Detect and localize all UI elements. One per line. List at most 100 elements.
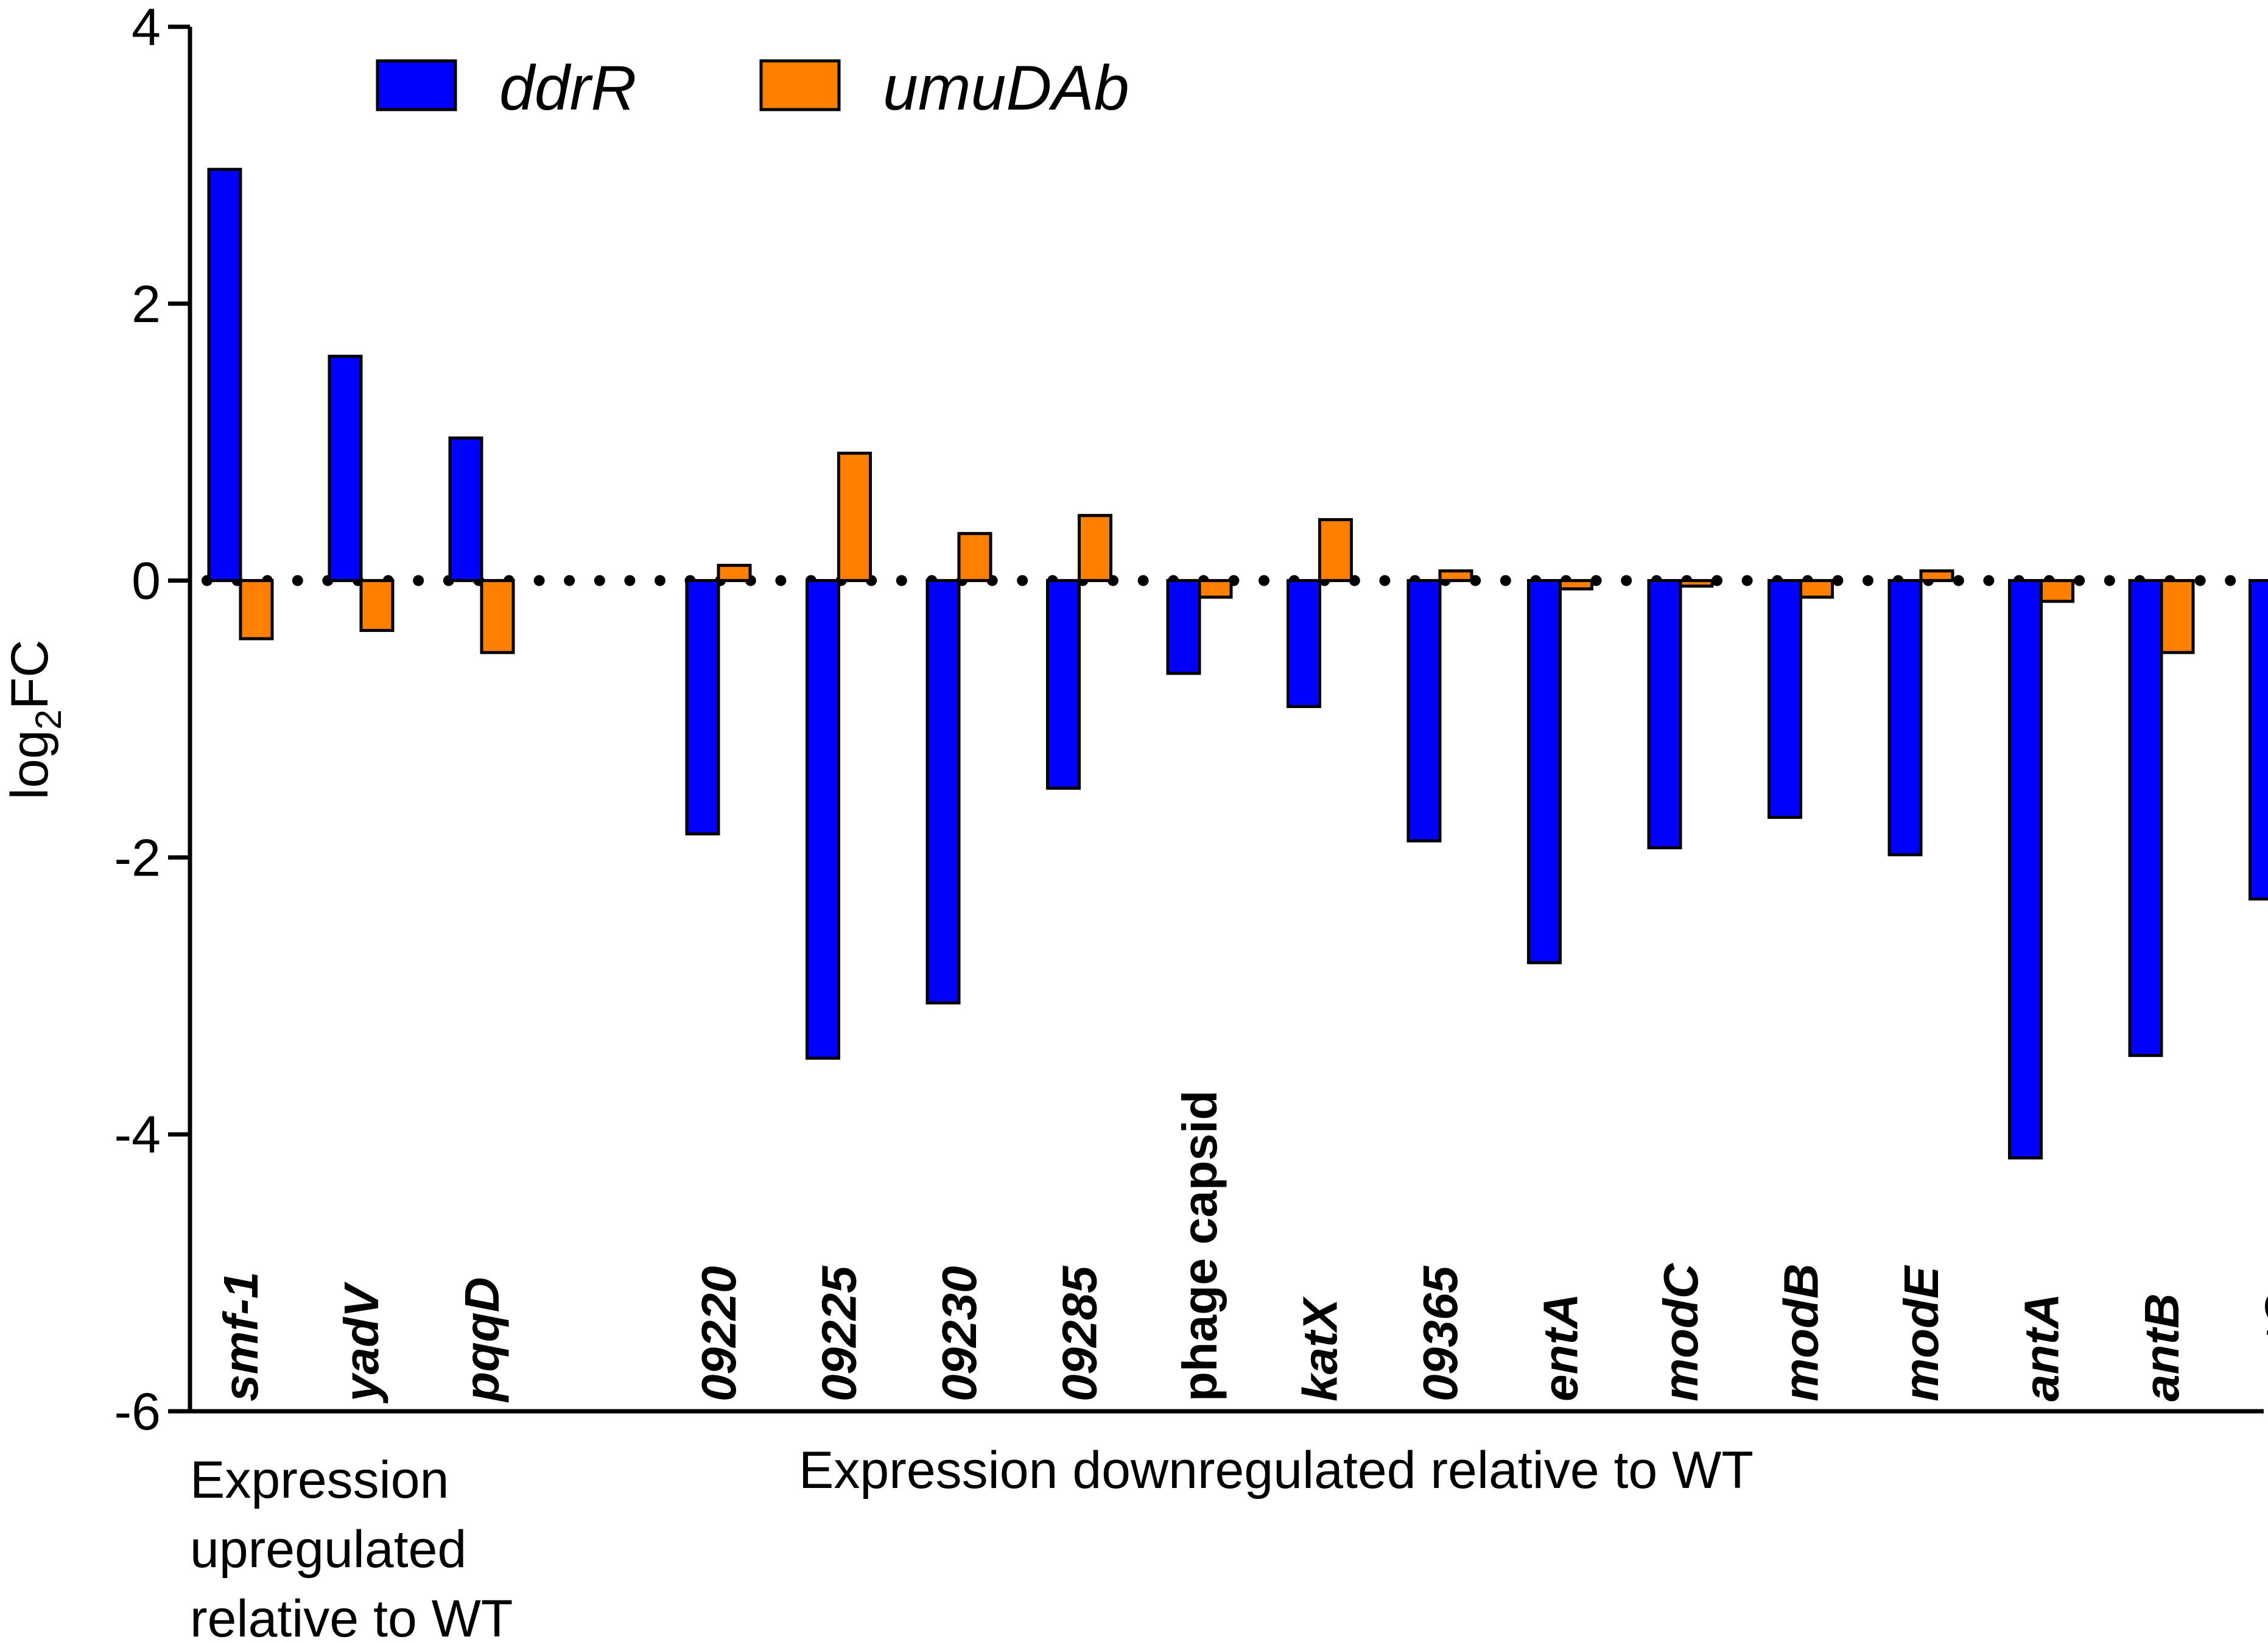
category-label-katX: katX: [1293, 1296, 1347, 1402]
bar-ddrR-pqqD: [448, 436, 483, 583]
category-label-modE: modE: [1894, 1265, 1948, 1402]
bar-umuDAb-09230: [957, 532, 992, 583]
annotation-up-line-1: Expression: [190, 1451, 449, 1509]
bar-umuDAb-pqqD: [480, 579, 515, 654]
zero-dot-66: [2194, 575, 2206, 586]
annotation-up-line-2: upregulated: [190, 1520, 466, 1579]
zero-dot-54: [1832, 575, 1844, 586]
category-label-09365: 09365: [1413, 1265, 1467, 1402]
bar-umuDAb-09225: [837, 451, 872, 583]
category-label-antC: antC: [2255, 1293, 2268, 1402]
bar-umuDAb-smf-1: [239, 579, 274, 640]
category-label-smf-1: smf-1: [214, 1272, 268, 1402]
bar-ddrR-09230: [925, 579, 961, 1005]
annotations-group: Expression upregulated relative to WT Ex…: [190, 1441, 1754, 1642]
zero-dot-13: [594, 575, 605, 586]
y-tick-label--4: -4: [114, 1106, 161, 1164]
bar-umuDAb-modC: [1679, 579, 1714, 588]
bar-umuDAb-katX: [1318, 518, 1353, 583]
bar-ddrR-yadV: [328, 354, 363, 583]
annotation-down: Expression downregulated relative to WT: [799, 1441, 1754, 1500]
category-label-phage-capsid: phage capsid: [1173, 1090, 1227, 1402]
bar-ddrR-09285: [1046, 579, 1081, 790]
legend-swatch-umuDAb: [759, 59, 841, 111]
y-tick-label-4: 4: [132, 0, 161, 57]
bar-ddrR-antB: [2128, 579, 2163, 1058]
category-labels-group: smf-1 yadV pqqD 09220 09225 09230 09285 phage c…: [214, 1090, 2268, 1404]
bar-umuDAb-phage-capsid: [1198, 579, 1233, 599]
category-label-antA: antA: [2015, 1293, 2069, 1402]
category-label-antB: antB: [2135, 1293, 2189, 1402]
y-axis-title-suffix: FC: [1, 640, 59, 710]
zero-dot-55: [1862, 575, 1873, 586]
zero-dot-58: [1953, 575, 1964, 586]
y-tick-label-0: 0: [132, 552, 161, 611]
bar-ddrR-09225: [806, 579, 840, 1060]
category-label-modC: modC: [1654, 1263, 1708, 1402]
y-tick-label-2: 2: [132, 275, 161, 334]
bars-group: [207, 167, 2268, 1160]
bar-umuDAb-09220: [717, 564, 752, 583]
zero-dot-39: [1379, 575, 1391, 586]
bar-umuDAb-09285: [1078, 514, 1112, 583]
zero-dot-19: [775, 575, 787, 586]
legend-label-umuDAb: umuDAb: [883, 53, 1129, 124]
y-tick-label--2: -2: [114, 829, 161, 887]
bar-umuDAb-antB: [2160, 579, 2195, 654]
category-label-09220: 09220: [692, 1266, 746, 1402]
zero-dot-59: [1983, 575, 1995, 586]
bar-umuDAb-yadV: [359, 579, 395, 632]
bar-ddrR-antA: [2008, 579, 2043, 1160]
zero-dot-47: [1621, 575, 1632, 586]
zero-dot-50: [1712, 575, 1722, 586]
bar-umuDAb-modE: [1919, 569, 1954, 583]
zero-dot-15: [655, 575, 665, 586]
bar-ddrR-antC: [2249, 579, 2268, 901]
legend-swatch-ddrR: [376, 59, 457, 111]
zero-dot-3: [292, 575, 303, 586]
zero-dot-43: [1500, 575, 1511, 586]
y-tick-label--6: -6: [114, 1383, 161, 1441]
bar-ddrR-modC: [1647, 579, 1682, 849]
category-label-pqqD: pqqD: [455, 1277, 509, 1403]
bar-ddrR-09220: [685, 579, 720, 836]
bar-ddrR-09365: [1406, 579, 1442, 843]
zero-dot-46: [1590, 575, 1602, 586]
legend: ddrR umuDAb: [376, 53, 1129, 124]
bar-ddrR-modB: [1768, 579, 1802, 819]
bar-umuDAb-09365: [1438, 569, 1473, 583]
zero-dot-14: [624, 575, 636, 586]
bar-umuDAb-entA: [1559, 579, 1593, 591]
zero-dot-7: [413, 575, 424, 586]
bar-ddrR-modE: [1887, 579, 1923, 857]
zero-dot-23: [896, 575, 907, 586]
y-axis-title: log2FC: [1, 640, 69, 800]
y-axis-title-subscript: 2: [28, 709, 69, 729]
bar-ddrR-phage-capsid: [1166, 579, 1201, 675]
y-axis-title-main: log: [1, 730, 59, 800]
zero-dot-51: [1741, 575, 1753, 586]
axes-group: [188, 27, 2264, 1414]
annotation-up-line-3: relative to WT: [190, 1590, 513, 1642]
bar-ddrR-katX: [1287, 579, 1321, 708]
zero-dot-67: [2225, 575, 2236, 586]
category-label-yadV: yadV: [334, 1282, 388, 1404]
zero-dot-27: [1017, 575, 1028, 586]
legend-label-ddrR: ddrR: [499, 53, 636, 124]
category-label-09225: 09225: [812, 1265, 866, 1402]
y-ticks-group: 4 2 0 -2 -4 -6: [114, 0, 190, 1441]
zero-dot-31: [1137, 575, 1149, 586]
zero-dot-62: [2074, 575, 2085, 586]
bar-umuDAb-antA: [2040, 579, 2074, 603]
zero-dot-35: [1259, 575, 1269, 586]
bar-ddrR-smf-1: [207, 167, 242, 583]
bar-ddrR-entA: [1527, 579, 1562, 964]
category-label-entA: entA: [1534, 1293, 1588, 1402]
zero-dot-12: [564, 575, 575, 586]
zero-dot-63: [2104, 575, 2115, 586]
category-label-modB: modB: [1774, 1263, 1828, 1402]
category-label-09285: 09285: [1053, 1265, 1107, 1402]
category-label-09230: 09230: [932, 1266, 986, 1402]
bar-umuDAb-modB: [1799, 579, 1834, 599]
